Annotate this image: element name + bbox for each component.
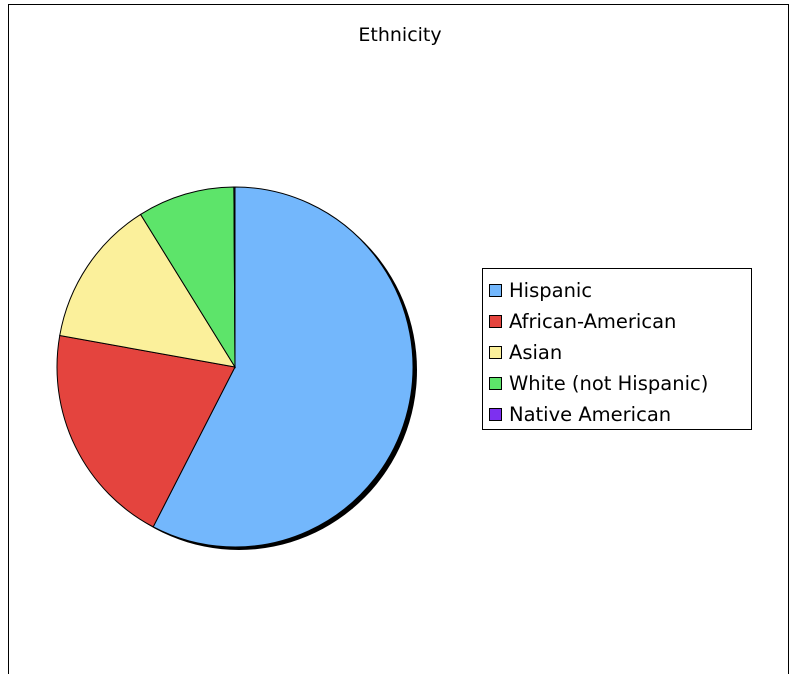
- legend-swatch: [489, 284, 502, 297]
- legend-label: White (not Hispanic): [509, 372, 709, 395]
- pie-slice-white-not-hispanic: [139, 186, 236, 369]
- legend-item: Hispanic: [489, 275, 751, 306]
- legend-swatch: [489, 408, 502, 421]
- legend-swatch: [489, 315, 502, 328]
- pie-slice-asian: [59, 213, 237, 368]
- legend-item: Asian: [489, 337, 751, 368]
- legend-swatch: [489, 377, 502, 390]
- legend-swatch: [489, 346, 502, 359]
- chart-legend: Hispanic African-American Asian White (not …: [482, 268, 752, 430]
- pie-slice-african-american: [56, 334, 236, 528]
- legend-label: African-American: [509, 310, 677, 333]
- chart-title: Ethnicity: [358, 24, 442, 46]
- chart-frame: [8, 4, 789, 674]
- legend-label: Asian: [509, 341, 563, 364]
- legend-label: Native American: [509, 403, 672, 426]
- pie-slice-hispanic: [152, 186, 414, 548]
- pie-slice-native-american: [233, 186, 236, 368]
- legend-item: Native American: [489, 399, 751, 430]
- legend-label: Hispanic: [509, 279, 593, 302]
- legend-item: African-American: [489, 306, 751, 337]
- legend-item: White (not Hispanic): [489, 368, 751, 399]
